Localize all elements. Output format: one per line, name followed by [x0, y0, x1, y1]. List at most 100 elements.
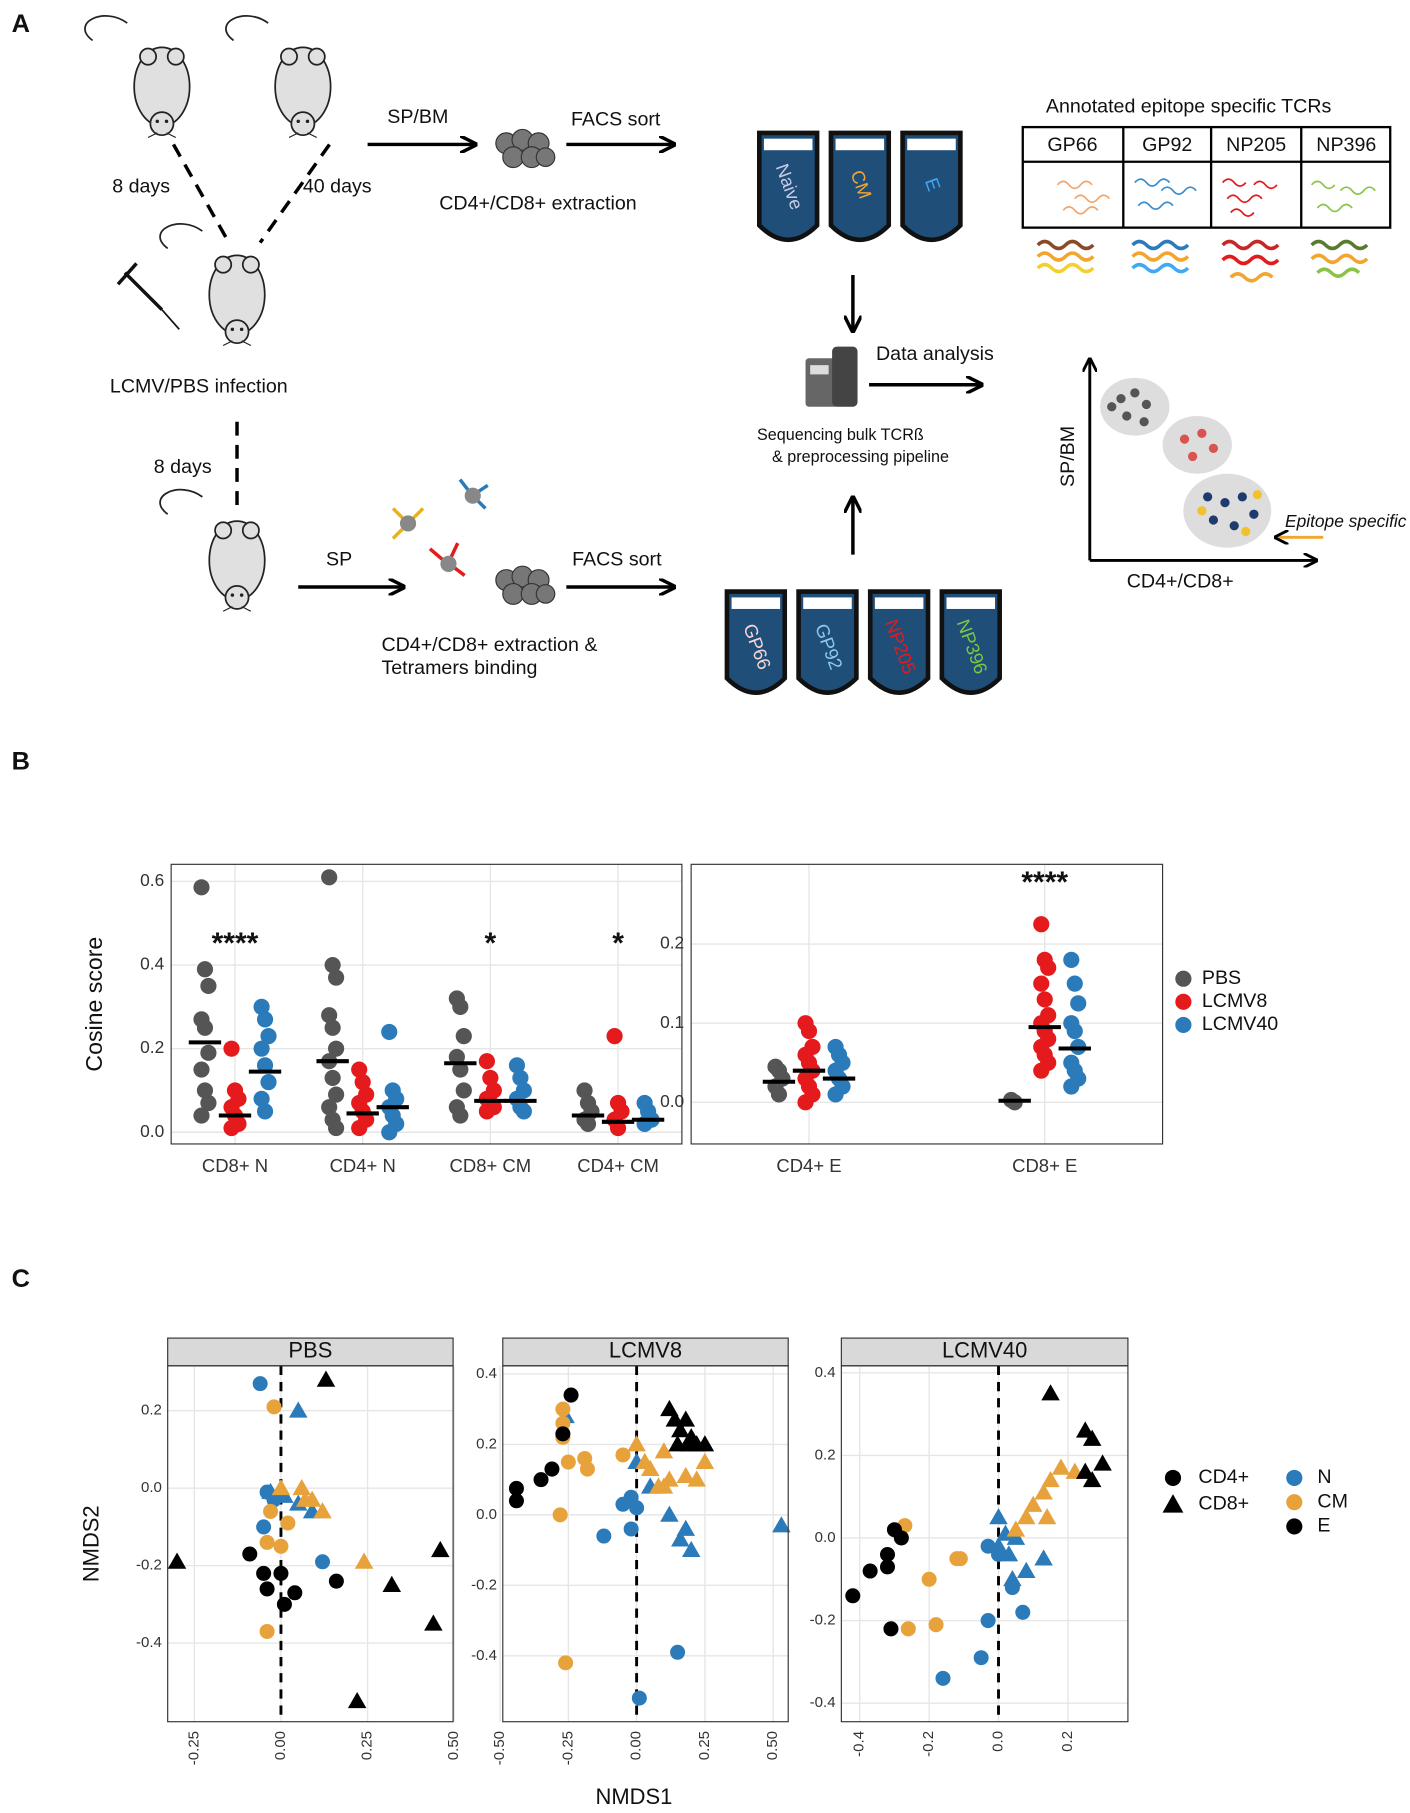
legend-swatch: [1164, 1469, 1182, 1486]
point: [579, 1461, 595, 1477]
point: [328, 1086, 345, 1103]
sequencing-label: Sequencing bulk TCRß: [757, 426, 924, 444]
route-label: SP/BM: [387, 106, 448, 128]
facet-title: PBS: [288, 1338, 332, 1363]
point: [167, 1552, 187, 1569]
point: [827, 1086, 844, 1103]
point: [256, 1519, 272, 1535]
point: [1070, 995, 1087, 1012]
y-tick-label: 0.0: [141, 1479, 162, 1496]
y-tick-label: 0.1: [660, 1012, 684, 1032]
tcr-table: [1021, 125, 1392, 229]
legend-label: LCMV8: [1202, 990, 1268, 1012]
point: [259, 1534, 275, 1550]
legend-swatch: [1175, 993, 1192, 1010]
point: [1037, 1508, 1057, 1525]
y-tick-label: -0.2: [136, 1557, 162, 1574]
time-label: 40 days: [303, 175, 372, 197]
x-tick-label: -0.25: [559, 1731, 576, 1765]
panel-label: A: [12, 10, 30, 38]
analysis-label: Data analysis: [876, 343, 994, 365]
x-tick-label: -0.2: [920, 1731, 937, 1757]
point: [615, 1496, 631, 1512]
y-tick-label: -0.2: [471, 1576, 497, 1593]
x-tick-label: 0.00: [272, 1731, 289, 1760]
plot-background: [171, 864, 682, 1144]
mouse: [225, 15, 332, 139]
point: [382, 1575, 402, 1592]
y-tick-label: 0.2: [141, 1402, 162, 1419]
point: [555, 1426, 571, 1442]
point: [606, 1028, 623, 1045]
point: [223, 1119, 240, 1137]
point: [1017, 1508, 1036, 1525]
point: [256, 1103, 274, 1120]
significance: ****: [212, 927, 259, 960]
x-tick-label: 0.00: [628, 1731, 645, 1760]
point: [256, 1011, 274, 1028]
mouse: [84, 15, 191, 139]
route-label: FACS sort: [571, 108, 661, 130]
point: [579, 1115, 597, 1132]
point: [800, 1023, 818, 1040]
point: [328, 969, 345, 986]
point: [845, 1588, 861, 1604]
route-label: CD4+/CD8+ extraction &: [381, 634, 597, 656]
point: [641, 1459, 660, 1476]
point: [1041, 1384, 1060, 1401]
point: [615, 1447, 631, 1463]
y-tick-label: 0.0: [476, 1506, 497, 1523]
x-tick-label: 0.2: [1059, 1731, 1076, 1752]
sketch-label: CD4+/CD8+: [1127, 571, 1234, 593]
point: [328, 1573, 344, 1589]
point: [256, 1565, 272, 1581]
point: [879, 1559, 896, 1575]
point: [452, 1061, 469, 1078]
legend-label: E: [1317, 1515, 1330, 1537]
point: [347, 1691, 367, 1709]
time-label: 8 days: [154, 456, 212, 478]
point: [324, 1069, 341, 1087]
point: [324, 1019, 341, 1036]
point: [478, 1103, 495, 1120]
tubes: [724, 130, 1002, 695]
panel-label: C: [12, 1265, 30, 1293]
legend-swatch: [1286, 1518, 1303, 1535]
tcr-sequences: [1036, 178, 1376, 283]
point: [681, 1540, 701, 1558]
point: [193, 1061, 210, 1078]
point: [596, 1528, 612, 1544]
timeline: [171, 143, 331, 509]
point: [670, 1644, 686, 1660]
point: [263, 1503, 279, 1519]
sequencer: [805, 346, 858, 407]
table-title: Annotated epitope specific TCRs: [1046, 96, 1332, 118]
legend-swatch: [1286, 1469, 1303, 1486]
x-tick-label: 0.50: [445, 1731, 462, 1760]
x-tick-label: CD8+ E: [1012, 1155, 1077, 1176]
point: [321, 869, 338, 886]
point: [544, 1461, 560, 1477]
point: [512, 1069, 529, 1087]
tetramers: [391, 478, 489, 577]
point: [623, 1521, 639, 1537]
y-tick-label: -0.4: [471, 1647, 497, 1664]
x-tick-label: 0.50: [764, 1731, 781, 1760]
legend-label: CD4+: [1198, 1466, 1249, 1488]
route-label: FACS sort: [572, 549, 662, 571]
point: [351, 1061, 368, 1078]
point: [455, 1028, 472, 1045]
point: [1066, 975, 1083, 992]
legend-swatch: [1175, 1016, 1192, 1034]
point: [351, 1119, 368, 1137]
point: [627, 1435, 646, 1452]
point: [952, 1551, 968, 1567]
y-tick-label: 0.0: [140, 1121, 164, 1141]
point: [455, 1082, 472, 1099]
facet-strip: [502, 1337, 789, 1367]
x-tick-label: 0.0: [989, 1731, 1006, 1752]
point: [276, 1596, 292, 1612]
y-axis-label: Cosine score: [81, 937, 107, 1072]
point: [552, 1507, 568, 1523]
